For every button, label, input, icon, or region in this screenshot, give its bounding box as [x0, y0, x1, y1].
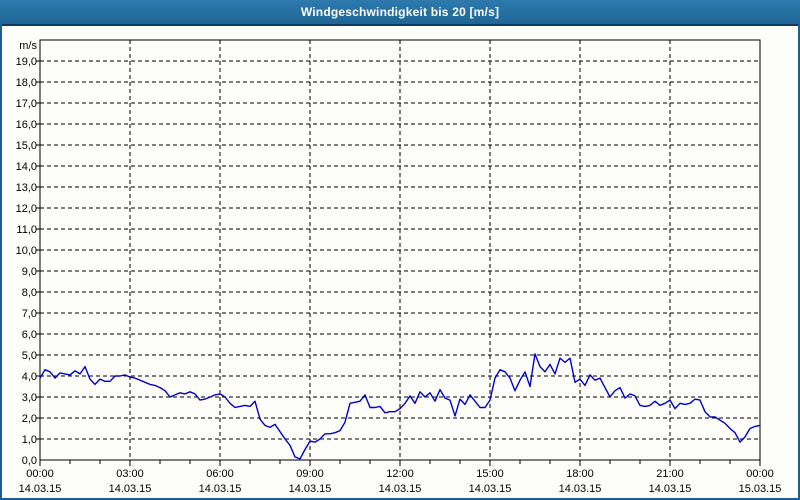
- y-tick-label: 13,0: [16, 182, 37, 194]
- x-axis-labels: 00:00 14.03.15 03:00 14.03.15 06:00 14.03.15 0…: [19, 468, 782, 495]
- x-tick-time: 15:00: [476, 468, 504, 480]
- x-gridlines: [129, 40, 671, 460]
- x-tick-time: 03:00: [116, 468, 144, 480]
- y-tick-label: 1,0: [22, 434, 37, 446]
- chart-canvas: 0,0 1,0 2,0 3,0 4,0 5,0 6,0 7,0 8,0 9,0 10,0 11,0 12…: [16, 39, 782, 495]
- x-tick-date: 14.03.15: [649, 483, 692, 495]
- y-tick-label: 0,0: [22, 455, 37, 467]
- x-tick-date: 14.03.15: [469, 483, 512, 495]
- x-tick-date: 15.03.15: [739, 483, 782, 495]
- y-tick-label: 17,0: [16, 98, 37, 110]
- y-tick-label: 18,0: [16, 77, 37, 89]
- y-tick-label: 4,0: [22, 371, 37, 383]
- y-tick-label: 19,0: [16, 56, 37, 68]
- y-tick-label: 5,0: [22, 350, 37, 362]
- wind-speed-line: [39, 353, 761, 460]
- x-tick-marks: [39, 460, 761, 466]
- x-tick-date: 14.03.15: [199, 483, 242, 495]
- x-tick-time: 00:00: [746, 468, 774, 480]
- y-axis-labels: 0,0 1,0 2,0 3,0 4,0 5,0 6,0 7,0 8,0 9,0 10,0 11,0 12…: [16, 56, 37, 467]
- y-tick-label: 8,0: [22, 287, 37, 299]
- y-tick-label: 7,0: [22, 308, 37, 320]
- x-tick-time: 12:00: [386, 468, 414, 480]
- unit-label: m/s: [19, 40, 37, 52]
- x-tick-time: 06:00: [206, 468, 234, 480]
- x-tick-time: 09:00: [296, 468, 324, 480]
- y-tick-marks: [36, 60, 40, 440]
- x-tick-time: 21:00: [656, 468, 684, 480]
- y-tick-label: 3,0: [22, 392, 37, 404]
- y-tick-label: 9,0: [22, 266, 37, 278]
- y-tick-label: 16,0: [16, 119, 37, 131]
- chart-area: 0,0 1,0 2,0 3,0 4,0 5,0 6,0 7,0 8,0 9,0 10,0 11,0 12…: [0, 26, 800, 500]
- series-windgeschwindigkeit: [39, 353, 761, 460]
- y-tick-label: 6,0: [22, 329, 37, 341]
- x-tick-date: 14.03.15: [289, 483, 332, 495]
- x-tick-time: 18:00: [566, 468, 594, 480]
- y-tick-label: 14,0: [16, 161, 37, 173]
- window-title: Windgeschwindigkeit bis 20 [m/s]: [300, 5, 500, 19]
- y-tick-label: 2,0: [22, 413, 37, 425]
- y-tick-label: 15,0: [16, 140, 37, 152]
- y-axis-unit: m/s: [19, 40, 37, 52]
- y-tick-label: 11,0: [16, 224, 37, 236]
- title-bar: Windgeschwindigkeit bis 20 [m/s]: [0, 0, 800, 26]
- y-tick-label: 12,0: [16, 203, 37, 215]
- x-tick-date: 14.03.15: [19, 483, 62, 495]
- x-tick-date: 14.03.15: [379, 483, 422, 495]
- x-tick-date: 14.03.15: [109, 483, 152, 495]
- y-tick-label: 10,0: [16, 245, 37, 257]
- x-tick-date: 14.03.15: [559, 483, 602, 495]
- x-tick-time: 00:00: [26, 468, 54, 480]
